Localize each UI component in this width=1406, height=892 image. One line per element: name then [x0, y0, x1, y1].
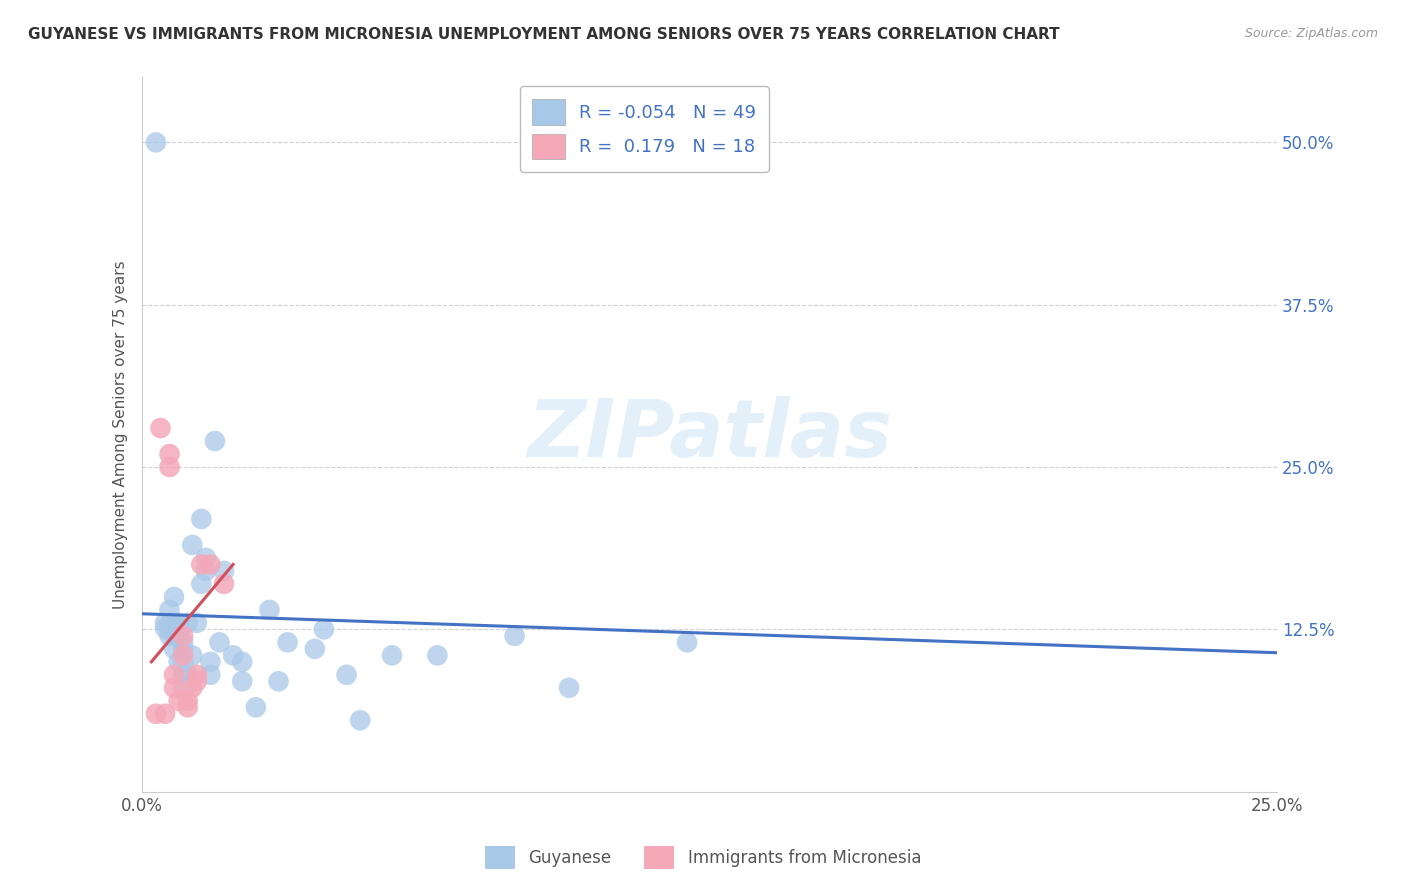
Text: ZIPatlas: ZIPatlas — [527, 395, 893, 474]
Legend: Guyanese, Immigrants from Micronesia: Guyanese, Immigrants from Micronesia — [475, 836, 931, 880]
Point — [172, 641, 194, 656]
Point — [167, 694, 190, 708]
Point — [277, 635, 299, 649]
Point — [172, 655, 194, 669]
Point — [163, 681, 186, 695]
Point — [200, 668, 222, 682]
Point — [167, 629, 190, 643]
Point — [208, 635, 231, 649]
Point — [172, 629, 194, 643]
Point — [558, 681, 581, 695]
Point — [186, 674, 208, 689]
Point — [222, 648, 245, 663]
Y-axis label: Unemployment Among Seniors over 75 years: Unemployment Among Seniors over 75 years — [114, 260, 128, 609]
Point — [167, 615, 190, 630]
Point — [212, 577, 235, 591]
Text: Source: ZipAtlas.com: Source: ZipAtlas.com — [1244, 27, 1378, 40]
Text: GUYANESE VS IMMIGRANTS FROM MICRONESIA UNEMPLOYMENT AMONG SENIORS OVER 75 YEARS : GUYANESE VS IMMIGRANTS FROM MICRONESIA U… — [28, 27, 1060, 42]
Point — [204, 434, 226, 448]
Point — [172, 668, 194, 682]
Point — [177, 615, 200, 630]
Legend: R = -0.054   N = 49, R =  0.179   N = 18: R = -0.054 N = 49, R = 0.179 N = 18 — [520, 87, 769, 172]
Point — [186, 615, 208, 630]
Point — [186, 668, 208, 682]
Point — [181, 538, 204, 552]
Point — [163, 615, 186, 630]
Point — [153, 615, 176, 630]
Point — [172, 648, 194, 663]
Point — [167, 655, 190, 669]
Point — [163, 629, 186, 643]
Point — [259, 603, 281, 617]
Point — [503, 629, 526, 643]
Point — [200, 655, 222, 669]
Point — [159, 447, 181, 461]
Point — [145, 706, 167, 721]
Point — [212, 564, 235, 578]
Point — [336, 668, 359, 682]
Point — [194, 550, 217, 565]
Point — [426, 648, 449, 663]
Point — [312, 623, 335, 637]
Point — [172, 635, 194, 649]
Point — [159, 615, 181, 630]
Point — [163, 668, 186, 682]
Point — [181, 681, 204, 695]
Point — [349, 713, 371, 727]
Point — [167, 623, 190, 637]
Point — [194, 564, 217, 578]
Point — [159, 460, 181, 475]
Point — [159, 629, 181, 643]
Point — [231, 655, 253, 669]
Point — [676, 635, 699, 649]
Point — [177, 700, 200, 714]
Point — [163, 641, 186, 656]
Point — [231, 674, 253, 689]
Point — [159, 603, 181, 617]
Point — [145, 136, 167, 150]
Point — [267, 674, 290, 689]
Point — [153, 621, 176, 635]
Point — [177, 694, 200, 708]
Point — [181, 648, 204, 663]
Point — [163, 590, 186, 604]
Point — [381, 648, 404, 663]
Point — [190, 512, 212, 526]
Point — [149, 421, 172, 435]
Point — [190, 558, 212, 572]
Point — [200, 558, 222, 572]
Point — [172, 681, 194, 695]
Point — [153, 706, 176, 721]
Point — [177, 668, 200, 682]
Point — [245, 700, 267, 714]
Point — [304, 641, 326, 656]
Point — [190, 577, 212, 591]
